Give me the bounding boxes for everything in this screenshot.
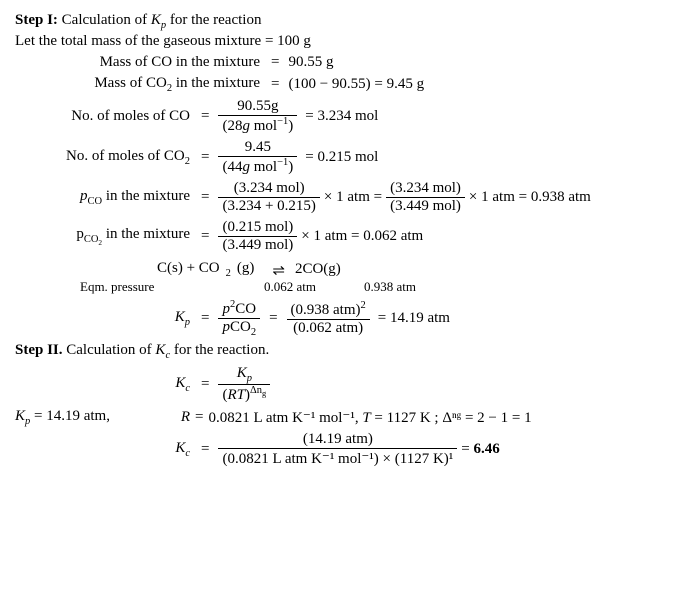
equilibrium-arrow-icon: ⇌ [272,261,283,279]
step1-prefix: Step I: [15,12,58,28]
given-r-label: R [125,409,190,426]
kp-frac1: p2CO pCO2 [218,299,260,338]
eqm-pressure-row: Eqm. pressure 0.062 atm 0.938 atm [15,279,667,295]
moles-co2-fraction: 9.45 (44g mol−1) [218,139,297,176]
pco-label: pCO in the mixture [15,188,196,207]
kc-final-row: Kc = (14.19 atm) (0.0821 L atm K⁻¹ mol⁻¹… [15,431,667,468]
kp-result: = 14.19 atm [374,310,450,327]
mass-co2-value: (100 − 90.55) = 9.45 g [284,76,424,93]
pco2-label: pCO2 in the mixture [15,226,196,247]
given-r-val: 0.0821 L atm K⁻¹ mol⁻¹, T = 1127 K ; Δⁿᵍ… [208,408,531,427]
given-values-row: Kp = 14.19 atm, R = 0.0821 L atm K⁻¹ mol… [15,408,667,427]
moles-co-result: = 3.234 mol [301,108,378,125]
moles-co-fraction: 90.55g (28g mol−1) [218,98,297,135]
kp-label: Kp [15,309,196,328]
moles-co2-label: No. of moles of CO2 [15,148,196,167]
let-line: Let the total mass of the gaseous mixtur… [15,33,667,50]
kc-final-result: = 6.46 [461,441,499,458]
pco-frac2: (3.234 mol) (3.449 mol) [386,180,465,215]
pco2-row: pCO2 in the mixture = (0.215 mol) (3.449… [15,219,667,254]
step1-title: Step I: Calculation of Kp for the reacti… [15,12,667,31]
kc-formula-frac: Kp (RT)Δng [218,365,270,404]
kc-formula-row: Kc = Kp (RT)Δng [15,365,667,404]
reaction-equation: C(s) + CO2(g) ⇌ 2CO(g) [15,260,667,279]
pco-frac1: (3.234 mol) (3.234 + 0.215) [218,180,319,215]
given-kp: Kp = 14.19 atm, [15,408,125,427]
mass-co2-row: Mass of CO2 in the mixture = (100 − 90.5… [15,75,667,94]
step2-title: Step II. Calculation of Kc for the react… [15,342,667,361]
mass-co-value: 90.55 g [284,54,333,71]
moles-co2-row: No. of moles of CO2 = 9.45 (44g mol−1) =… [15,139,667,176]
mass-co2-label: Mass of CO2 in the mixture [15,75,266,94]
kp-row: Kp = p2CO pCO2 = (0.938 atm)2 (0.062 atm… [15,299,667,338]
pco-row: pCO in the mixture = (3.234 mol) (3.234 … [15,180,667,215]
kc-label: Kc [15,375,196,394]
kp-frac2: (0.938 atm)2 (0.062 atm) [287,300,370,337]
moles-co-row: No. of moles of CO = 90.55g (28g mol−1) … [15,98,667,135]
moles-co-label: No. of moles of CO [15,108,196,125]
pco2-frac: (0.215 mol) (3.449 mol) [218,219,297,254]
kc-final-label: Kc [15,440,196,459]
mass-co-label: Mass of CO in the mixture [15,54,266,71]
mass-co-row: Mass of CO in the mixture = 90.55 g [15,54,667,71]
kc-final-frac: (14.19 atm) (0.0821 L atm K⁻¹ mol⁻¹) × (… [218,431,457,468]
moles-co2-result: = 0.215 mol [301,149,378,166]
